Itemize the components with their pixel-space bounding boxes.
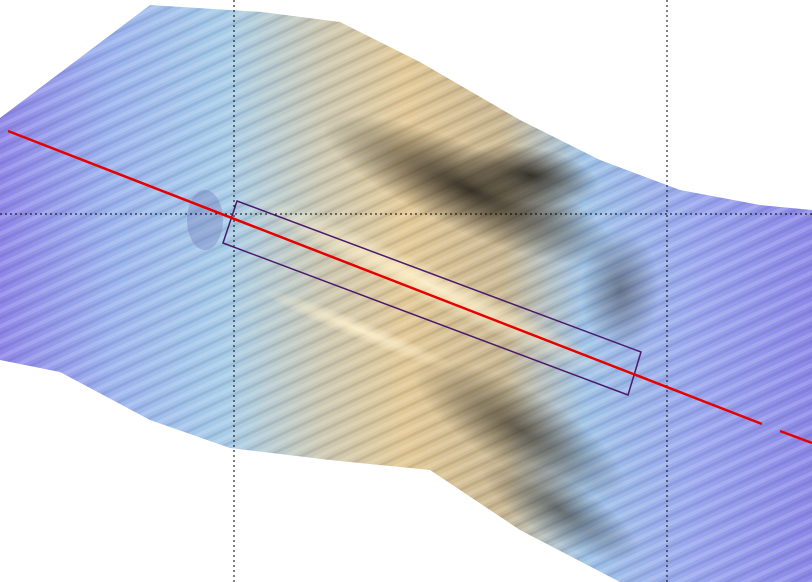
survey-track-line[interactable] (7, 129, 812, 445)
profile-selection-box[interactable] (222, 200, 642, 396)
